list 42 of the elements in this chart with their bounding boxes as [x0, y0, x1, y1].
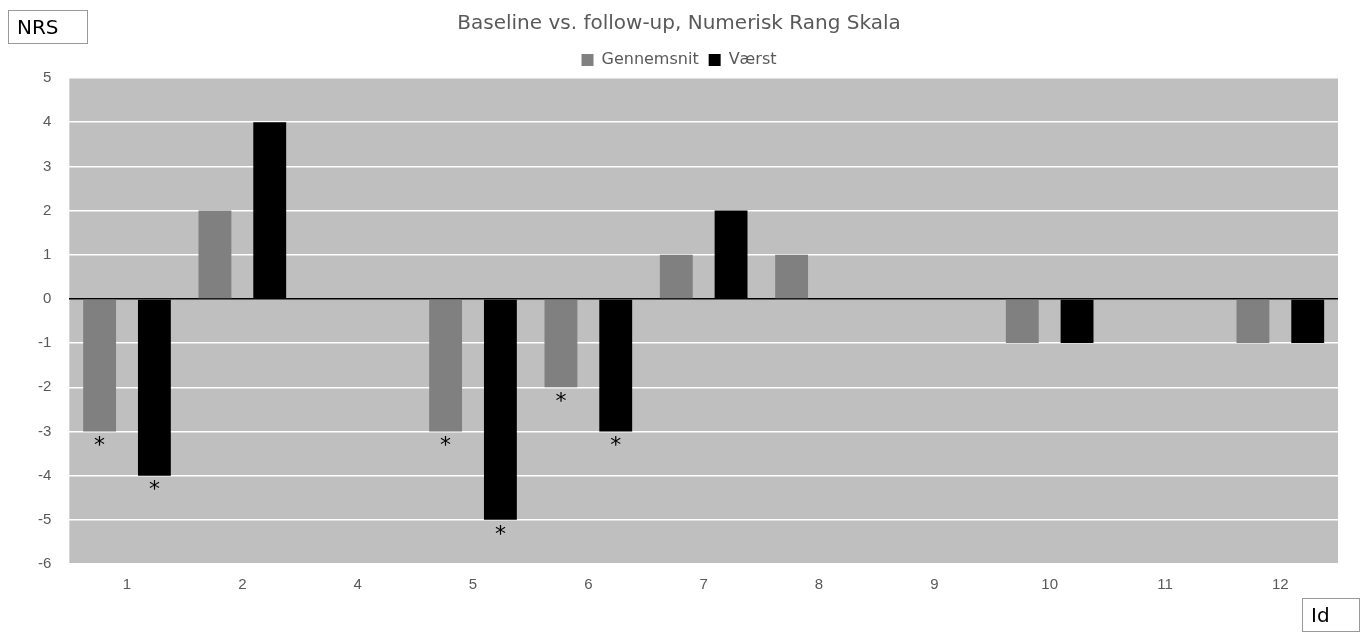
- data-label: *: [94, 432, 106, 458]
- y-tick-label: -3: [37, 421, 52, 439]
- y-tick-label: 2: [42, 200, 52, 218]
- y-tick-label: 5: [42, 68, 52, 86]
- x-tick-label: 5: [468, 575, 478, 593]
- chart-title: Baseline vs. follow-up, Numerisk Rang Skala: [457, 10, 901, 35]
- legend-label: Gennemsnit: [601, 49, 699, 69]
- y-tick-label: 1: [42, 244, 52, 262]
- bar: [1236, 299, 1270, 344]
- data-label: *: [610, 432, 622, 458]
- y-tick-label: -1: [37, 333, 52, 351]
- x-tick-label: 9: [930, 575, 939, 593]
- data-label: *: [148, 476, 160, 502]
- x-tick-label: 6: [584, 575, 593, 593]
- legend-label: Værst: [728, 49, 777, 69]
- y-tick-label: 3: [42, 156, 52, 174]
- x-tick-label: 1: [122, 575, 132, 593]
- y-tick-label: 4: [42, 112, 52, 130]
- x-tick-label: 2: [238, 575, 247, 593]
- y-tick-label: -4: [37, 465, 52, 483]
- y-tick-label: -2: [37, 377, 52, 395]
- bar: [544, 299, 578, 388]
- data-label: *: [440, 432, 452, 458]
- bar: [429, 299, 463, 432]
- bar: [775, 254, 809, 299]
- y-tick-label: -5: [37, 509, 52, 527]
- bar: [198, 210, 232, 299]
- x-tick-label: 12: [1271, 575, 1289, 593]
- bar: [659, 254, 693, 299]
- y-tick-label: -6: [37, 554, 52, 572]
- x-tick-label: 11: [1157, 575, 1173, 593]
- bar: [83, 299, 117, 432]
- data-label: *: [494, 520, 506, 546]
- bar: [1005, 299, 1039, 344]
- x-tick-label: 7: [699, 575, 708, 593]
- x-tick-label: 4: [353, 575, 362, 593]
- y-tick-label: 0: [42, 289, 52, 307]
- x-axis-title: Id: [1302, 598, 1360, 632]
- x-tick-label: 10: [1041, 575, 1059, 593]
- y-axis-title: NRS: [8, 10, 88, 44]
- x-tick-label: 8: [814, 575, 824, 593]
- data-label: *: [555, 387, 567, 413]
